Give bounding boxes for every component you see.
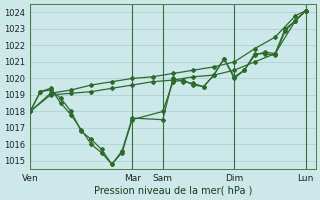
X-axis label: Pression niveau de la mer( hPa ): Pression niveau de la mer( hPa ) — [94, 186, 252, 196]
